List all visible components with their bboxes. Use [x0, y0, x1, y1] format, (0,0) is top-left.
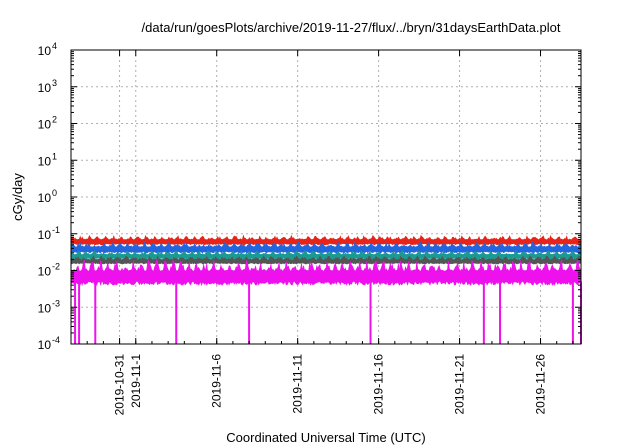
y-tick-exp: 4 — [52, 41, 57, 51]
x-axis: 2019-10-31 2019-11-1 2019-11-6 2019-11-11 20… — [113, 354, 548, 416]
y-tick-label: 10 3 — [38, 78, 57, 95]
x-tick-label: 2019-11-1 — [129, 354, 143, 408]
y-tick-exp: 0 — [52, 188, 57, 198]
y-tick-base: 10 — [38, 265, 52, 279]
chart-title: /data/run/goesPlots/archive/2019-11-27/f… — [142, 20, 561, 35]
y-tick-base: 10 — [38, 338, 52, 352]
y-tick-label: 10 -3 — [38, 298, 60, 315]
grid — [71, 50, 581, 344]
x-tick-label: 2019-11-11 — [291, 354, 305, 414]
plot-area — [70, 234, 582, 344]
y-tick-base: 10 — [38, 154, 52, 168]
x-tick-label: 2019-10-31 — [113, 354, 127, 416]
y-tick-exp: 1 — [52, 151, 57, 161]
y-tick-exp: 2 — [52, 115, 57, 125]
x-tick-label: 2019-11-21 — [453, 354, 467, 415]
y-tick-base: 10 — [38, 228, 52, 242]
y-tick-exp: -3 — [52, 298, 60, 308]
series-band-0 — [70, 234, 582, 246]
y-tick-base: 10 — [38, 118, 52, 132]
x-tick-label: 2019-11-16 — [372, 354, 386, 415]
y-tick-base: 10 — [38, 191, 52, 205]
y-axis-label: cGy/day — [10, 173, 25, 221]
y-tick-label: 10 -2 — [38, 262, 60, 279]
y-tick-base: 10 — [38, 81, 52, 95]
x-tick-label: 2019-11-26 — [534, 354, 548, 415]
x-axis-label: Coordinated Universal Time (UTC) — [226, 430, 425, 445]
y-tick-label: 10 -4 — [38, 335, 60, 352]
axis-ticks — [70, 49, 581, 345]
y-tick-exp: -2 — [52, 262, 60, 272]
y-tick-label: 10 4 — [38, 41, 57, 58]
y-tick-base: 10 — [38, 44, 52, 58]
y-tick-label: 10 2 — [38, 115, 57, 132]
x-tick-label: 2019-11-6 — [210, 354, 224, 408]
y-tick-base: 10 — [38, 301, 52, 315]
y-tick-exp: 3 — [52, 78, 57, 88]
y-tick-exp: -4 — [52, 335, 60, 345]
y-tick-label: 10 0 — [38, 188, 57, 205]
y-tick-label: 10 -1 — [38, 225, 60, 242]
y-tick-label: 10 1 — [38, 151, 57, 168]
y-tick-exp: -1 — [52, 225, 60, 235]
